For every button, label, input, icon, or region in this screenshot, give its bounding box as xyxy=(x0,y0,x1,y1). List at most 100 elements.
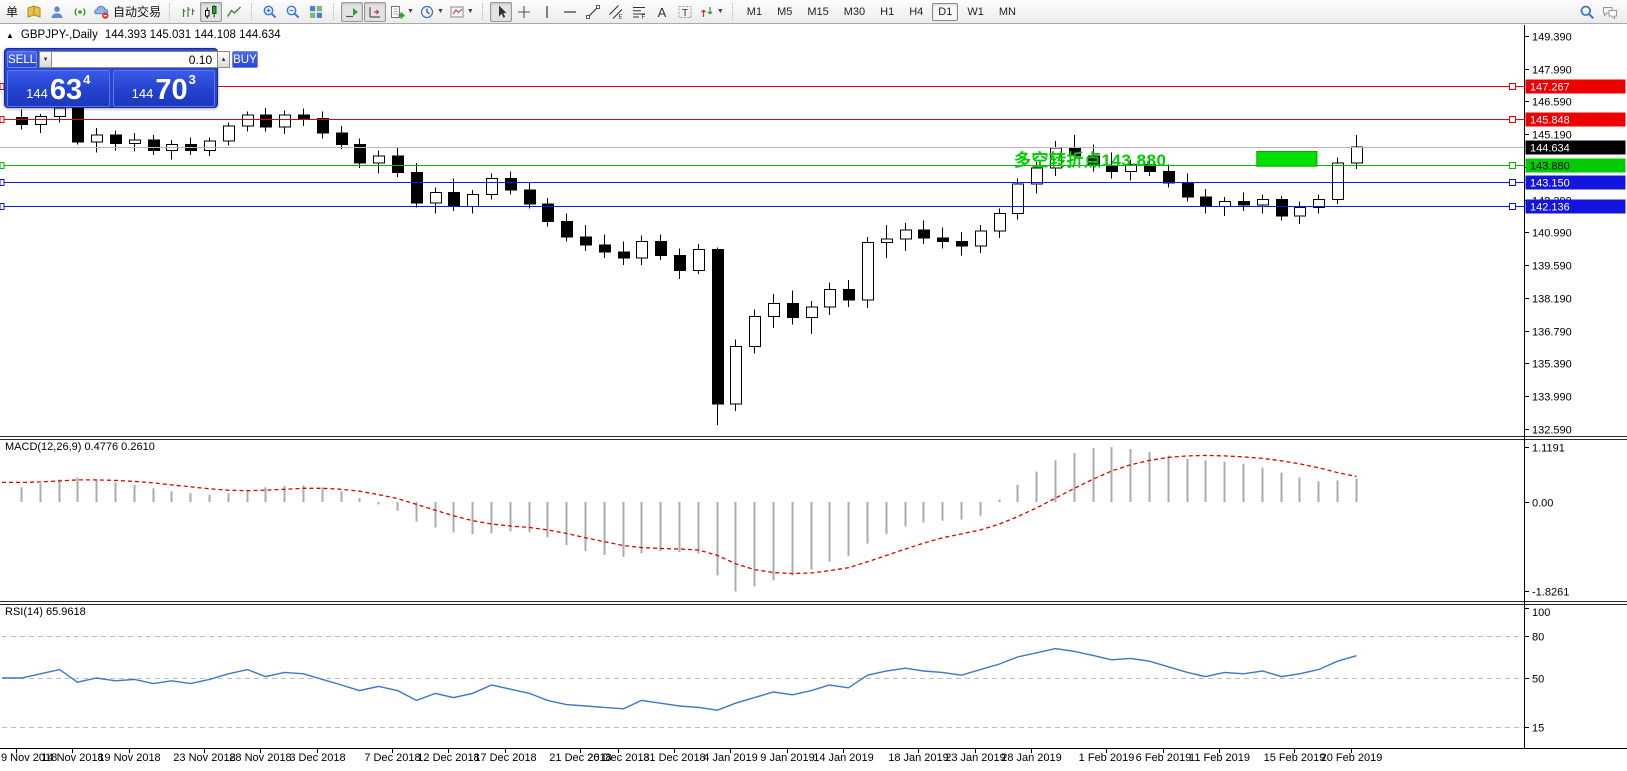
svg-text:12 Dec 2018: 12 Dec 2018 xyxy=(417,752,479,764)
volume-input[interactable] xyxy=(52,51,218,68)
one-click-trading-panel: SELL ▼ ▲ BUY 144 63 4 144 70 3 xyxy=(4,48,258,108)
chart-title[interactable]: ▲ GBPJPY-,Daily 144.393 145.031 144.108 … xyxy=(6,29,281,41)
line-handle[interactable] xyxy=(0,179,5,186)
market-watch-icon[interactable] xyxy=(23,2,45,22)
timeframe-mn[interactable]: MN xyxy=(998,5,1016,18)
autotrading-button-label: 自动交易 xyxy=(113,5,162,19)
timeframe-h1[interactable]: H1 xyxy=(880,5,895,18)
periods-button[interactable]: ▼ xyxy=(417,2,446,22)
price-tag xyxy=(1525,140,1626,155)
rectangle-annotation[interactable] xyxy=(1256,150,1318,167)
ohlc-values: 144.393 145.031 144.108 144.634 xyxy=(104,29,281,41)
cursor-tool[interactable] xyxy=(489,1,512,22)
svg-text:145.848: 145.848 xyxy=(1530,115,1570,127)
toolbar: 单 自动交易 ▼ ▼ ▼ E F A T ▼ M1 M5 M15 M30 H1 H4 D1 W1 MN xyxy=(0,0,1627,24)
volume-decrease-button[interactable]: ▼ xyxy=(39,51,53,68)
line-handle[interactable] xyxy=(1509,203,1516,210)
timeframe-m1[interactable]: M1 xyxy=(746,5,763,18)
buy-price-tile[interactable]: 144 70 3 xyxy=(112,70,215,107)
channel-tool[interactable]: E xyxy=(605,2,627,22)
svg-text:145.190: 145.190 xyxy=(1532,130,1572,142)
line-handle[interactable] xyxy=(1509,116,1516,123)
horizontal-line-tool[interactable] xyxy=(559,2,581,22)
symbol-title: GBPJPY-,Daily xyxy=(20,29,98,41)
svg-text:17 Dec 2018: 17 Dec 2018 xyxy=(474,752,536,764)
svg-text:143.880: 143.880 xyxy=(1530,161,1570,173)
volume-increase-button[interactable]: ▲ xyxy=(217,51,231,68)
timeframe-d1[interactable]: D1 xyxy=(932,2,959,21)
sell-price-pip: 4 xyxy=(83,72,91,87)
svg-text:23 Jan 2019: 23 Jan 2019 xyxy=(945,752,1006,764)
line-handle[interactable] xyxy=(1509,179,1516,186)
svg-text:143.150: 143.150 xyxy=(1530,178,1570,190)
svg-text:6 Feb 2019: 6 Feb 2019 xyxy=(1136,752,1192,764)
svg-text:4 Jan 2019: 4 Jan 2019 xyxy=(703,752,757,764)
chevron-down-icon[interactable]: ▼ xyxy=(436,8,444,15)
chevron-down-icon[interactable]: ▼ xyxy=(407,8,414,15)
svg-text:19 Nov 2018: 19 Nov 2018 xyxy=(98,752,160,764)
new-order-label[interactable]: 单 xyxy=(6,5,19,19)
chart-shift-icon[interactable] xyxy=(364,1,387,22)
search-icon[interactable] xyxy=(1576,2,1598,22)
zoom-out-icon[interactable] xyxy=(282,2,304,22)
svg-text:20 Feb 2019: 20 Feb 2019 xyxy=(1321,752,1383,764)
signals-icon[interactable] xyxy=(69,2,91,22)
sell-price-tile[interactable]: 144 63 4 xyxy=(7,70,110,107)
line-handle[interactable] xyxy=(1509,83,1516,90)
line-chart-icon[interactable] xyxy=(223,2,245,22)
candlestick-chart-icon[interactable] xyxy=(200,1,223,22)
buy-price-pip: 3 xyxy=(188,72,196,87)
sell-button[interactable]: SELL xyxy=(7,51,38,68)
line-handle[interactable] xyxy=(1509,162,1516,169)
tile-windows-icon[interactable] xyxy=(305,2,327,22)
fibonacci-tool[interactable]: F xyxy=(628,2,650,22)
svg-text:1 Feb 2019: 1 Feb 2019 xyxy=(1079,752,1135,764)
svg-text:31 Dec 2018: 31 Dec 2018 xyxy=(643,752,705,764)
toolbar-separator xyxy=(481,3,484,20)
svg-text:142.136: 142.136 xyxy=(1530,202,1570,214)
toolbar-separator xyxy=(169,3,171,20)
text-tool[interactable]: A xyxy=(651,2,673,22)
timeframe-w1[interactable]: W1 xyxy=(967,5,984,18)
price-axis-ticks: 149.390147.990146.590145.190143.790142.3… xyxy=(1524,32,1572,735)
line-handle[interactable] xyxy=(0,116,5,123)
timeframe-m5[interactable]: M5 xyxy=(777,5,793,18)
price-tag xyxy=(1525,158,1626,173)
price-tag xyxy=(1525,175,1626,190)
auto-scroll-icon[interactable] xyxy=(341,1,364,22)
toolbar-separator xyxy=(251,3,253,20)
new-chart-button[interactable]: ▼ xyxy=(387,2,416,22)
svg-text:133.990: 133.990 xyxy=(1532,392,1572,404)
svg-text:0.00: 0.00 xyxy=(1532,498,1553,510)
community-icon[interactable] xyxy=(46,2,68,22)
level-lines[interactable]: 147.267 145.848 144.634 143.880 143.150 142.1… xyxy=(0,79,1626,214)
zoom-in-icon[interactable] xyxy=(259,2,281,22)
timeframe-m15[interactable]: M15 xyxy=(807,5,829,18)
chevron-down-icon[interactable]: ▼ xyxy=(466,8,474,15)
buy-button[interactable]: BUY xyxy=(232,51,258,68)
autotrading-button[interactable]: 自动交易 xyxy=(92,2,163,22)
bar-chart-icon[interactable] xyxy=(177,2,199,22)
svg-text:132.590: 132.590 xyxy=(1532,425,1572,437)
crosshair-tool[interactable] xyxy=(513,2,535,22)
buy-price-main: 70 xyxy=(155,74,188,106)
templates-button[interactable]: ▼ xyxy=(447,2,476,22)
svg-text:F: F xyxy=(641,15,645,20)
collapse-icon[interactable]: ▲ xyxy=(6,30,14,40)
timeframe-h4[interactable]: H4 xyxy=(909,5,924,18)
line-handle[interactable] xyxy=(0,203,5,210)
chart-canvas[interactable]: 149.390147.990146.590145.190143.790142.3… xyxy=(0,25,1627,771)
chevron-down-icon[interactable]: ▼ xyxy=(716,8,724,15)
label-tool[interactable]: T xyxy=(674,2,696,22)
rsi-line xyxy=(2,647,1357,711)
line-handle[interactable] xyxy=(0,162,5,169)
timeframe-m30[interactable]: M30 xyxy=(843,5,866,18)
vertical-line-tool[interactable] xyxy=(536,2,558,22)
trendline-tool[interactable] xyxy=(582,2,604,22)
chat-icon[interactable] xyxy=(1599,2,1621,22)
svg-text:80: 80 xyxy=(1532,632,1544,644)
macd-histogram xyxy=(20,447,1358,592)
svg-text:11 Feb 2019: 11 Feb 2019 xyxy=(1189,752,1250,764)
arrows-tool[interactable]: ▼ xyxy=(697,2,726,22)
svg-text:138.190: 138.190 xyxy=(1532,294,1572,306)
